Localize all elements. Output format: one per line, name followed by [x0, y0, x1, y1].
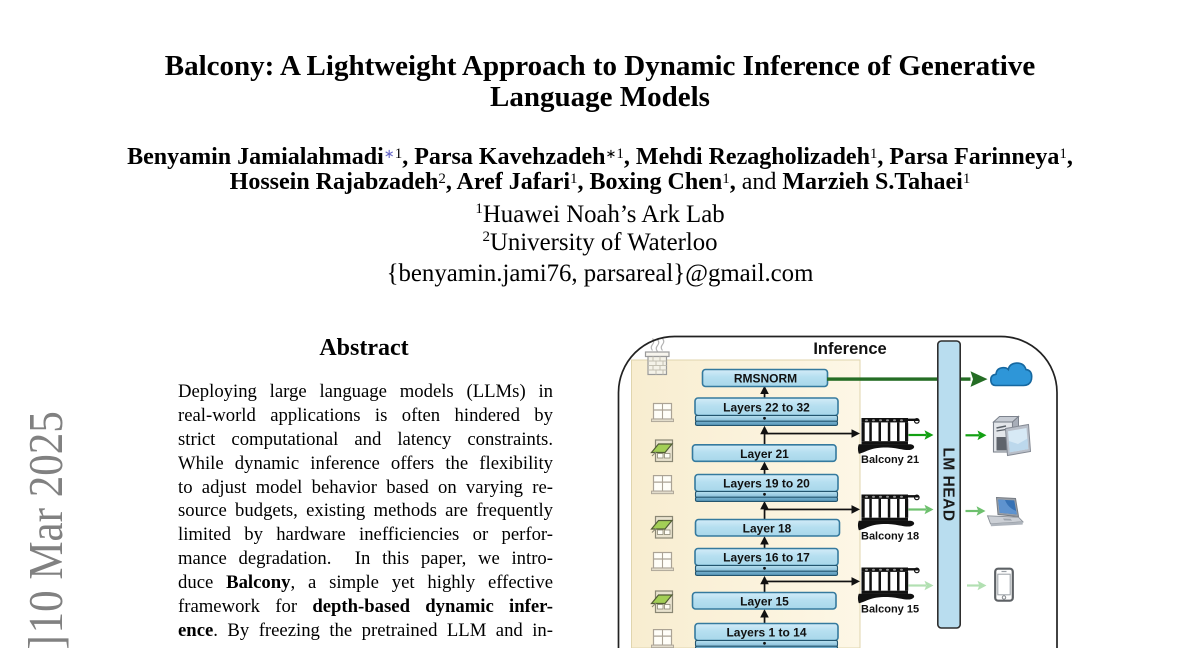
svg-text:Layers 22 to 32: Layers 22 to 32 — [723, 401, 810, 415]
svg-text:Layers 19 to 20: Layers 19 to 20 — [723, 477, 810, 491]
svg-text:Layers 1 to 14: Layers 1 to 14 — [726, 626, 806, 640]
svg-text:RMSNORM: RMSNORM — [734, 371, 797, 385]
svg-text:Layers 16 to 17: Layers 16 to 17 — [723, 551, 810, 565]
svg-text:Layer 18: Layer 18 — [743, 522, 792, 536]
svg-text:Inference: Inference — [813, 340, 886, 358]
svg-text:Balcony 15: Balcony 15 — [861, 604, 919, 616]
svg-text:Balcony 21: Balcony 21 — [861, 454, 919, 466]
svg-text:Layer 21: Layer 21 — [740, 447, 789, 461]
svg-text:Layer 15: Layer 15 — [740, 595, 789, 609]
svg-text:Balcony 18: Balcony 18 — [861, 531, 919, 543]
svg-text:LM HEAD: LM HEAD — [940, 447, 957, 521]
